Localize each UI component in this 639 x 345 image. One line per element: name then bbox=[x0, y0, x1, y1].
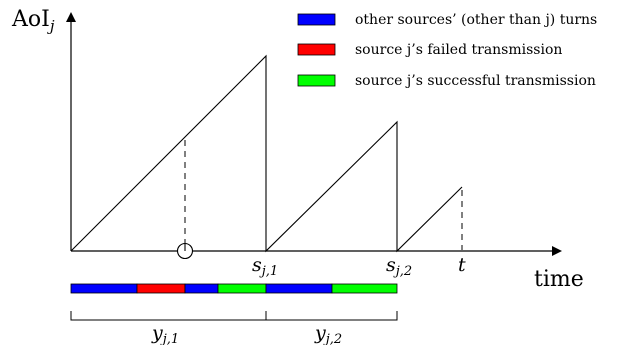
bracket-label-y-j-1: yj,1 bbox=[151, 322, 179, 345]
legend-swatch-other bbox=[297, 13, 336, 26]
timeline-segment-success-1 bbox=[217, 283, 267, 294]
legend-label-failed: source j’s failed transmission bbox=[355, 42, 562, 58]
interval-bracket bbox=[70, 311, 398, 321]
transmission-timeline bbox=[70, 283, 398, 294]
timeline-segment-other-3 bbox=[265, 283, 333, 294]
tick-label-t: t bbox=[458, 254, 466, 276]
timeline-segment-other-1 bbox=[70, 283, 138, 294]
y-axis-label: AoIj bbox=[11, 7, 55, 35]
tick-label-s-j-2: sj,2 bbox=[386, 254, 412, 279]
aoi-sawtooth-curve bbox=[70, 54, 463, 253]
legend-label-other: other sources’ (other than j) turns bbox=[355, 12, 597, 28]
legend-swatch-success bbox=[297, 74, 336, 87]
timeline-segment-other-2 bbox=[184, 283, 219, 294]
legend-swatch-failed bbox=[297, 43, 336, 56]
bracket-label-y-j-2: yj,2 bbox=[314, 322, 342, 345]
legend-label-success: source j’s successful transmission bbox=[355, 73, 596, 89]
tick-label-s-j-1: sj,1 bbox=[252, 254, 278, 279]
timeline-segment-failed bbox=[136, 283, 186, 294]
legend: other sources’ (other than j) turns sour… bbox=[297, 12, 597, 89]
x-axis-label: time bbox=[534, 267, 584, 292]
timeline-segment-success-2 bbox=[331, 283, 398, 294]
